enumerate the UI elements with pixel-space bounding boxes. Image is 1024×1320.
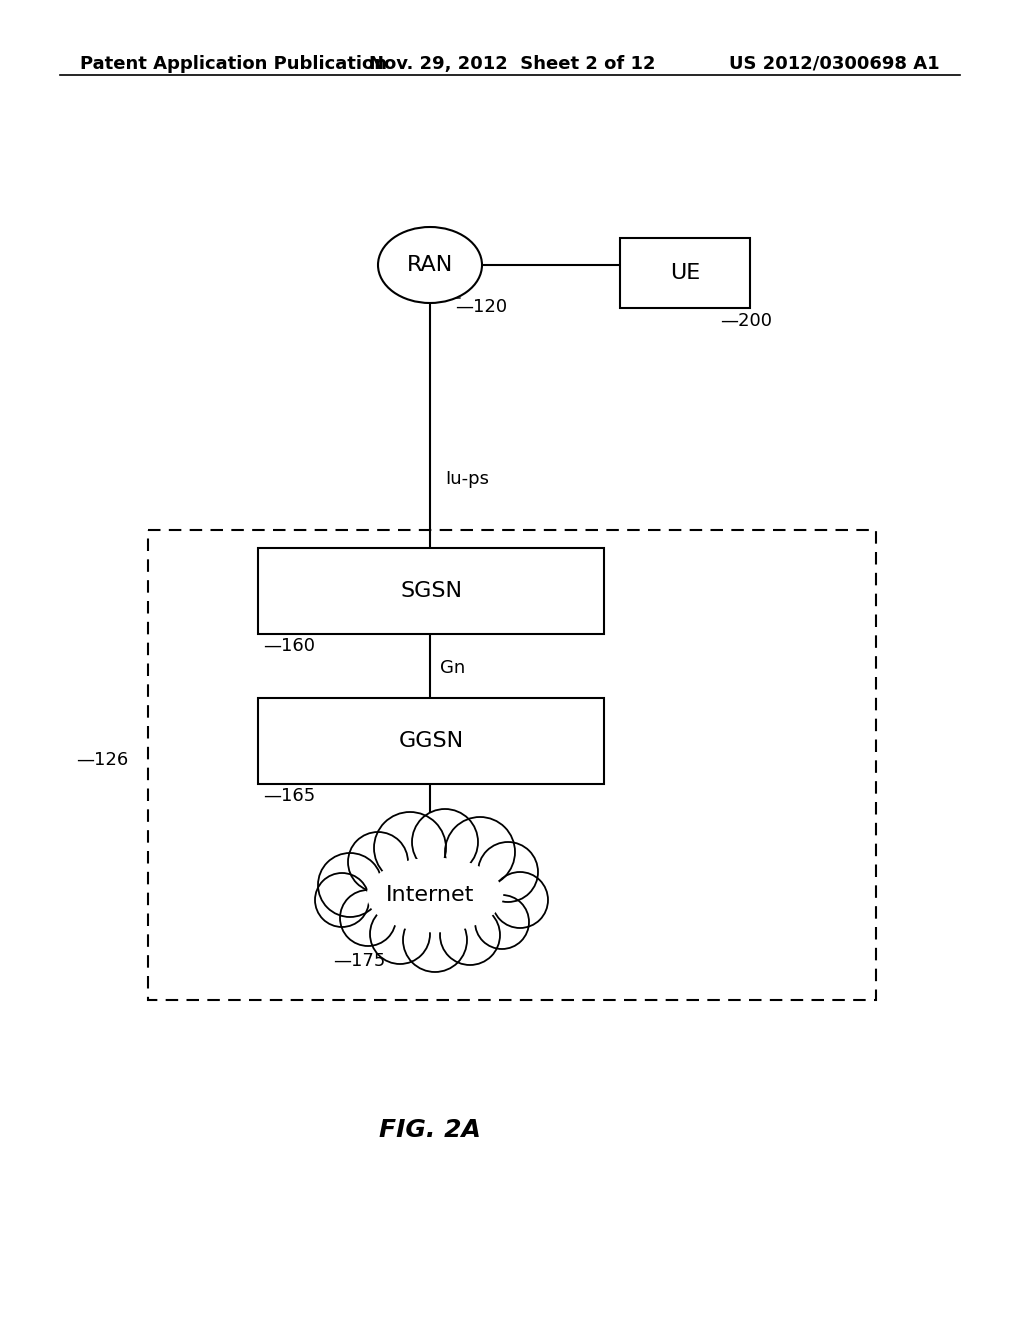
- Text: US 2012/0300698 A1: US 2012/0300698 A1: [729, 55, 940, 73]
- Text: Nov. 29, 2012  Sheet 2 of 12: Nov. 29, 2012 Sheet 2 of 12: [369, 55, 655, 73]
- Circle shape: [478, 842, 538, 902]
- Text: Gn: Gn: [440, 659, 465, 677]
- Text: Internet: Internet: [386, 884, 474, 906]
- Bar: [620, 238, 750, 308]
- Text: SGSN: SGSN: [400, 581, 462, 601]
- Bar: [148, 531, 876, 1001]
- Circle shape: [315, 873, 369, 927]
- Circle shape: [492, 873, 548, 928]
- Bar: [258, 548, 604, 634]
- Ellipse shape: [378, 227, 482, 304]
- Text: GGSN: GGSN: [398, 731, 464, 751]
- Bar: [258, 698, 604, 784]
- Text: —126: —126: [76, 751, 128, 770]
- Circle shape: [475, 895, 529, 949]
- Text: —175: —175: [333, 952, 385, 970]
- Text: —165: —165: [263, 787, 315, 805]
- Text: Iu-ps: Iu-ps: [445, 470, 489, 488]
- Circle shape: [348, 832, 408, 892]
- Circle shape: [445, 817, 515, 887]
- Circle shape: [370, 904, 430, 964]
- Text: FIG. 2A: FIG. 2A: [379, 1118, 481, 1142]
- Circle shape: [440, 906, 500, 965]
- Text: —120: —120: [455, 298, 507, 315]
- Text: Patent Application Publication: Patent Application Publication: [80, 55, 387, 73]
- Ellipse shape: [367, 858, 503, 932]
- Circle shape: [412, 809, 478, 875]
- Text: —200: —200: [720, 312, 772, 330]
- Text: —160: —160: [263, 638, 315, 655]
- Circle shape: [340, 890, 396, 946]
- Circle shape: [318, 853, 382, 917]
- Circle shape: [403, 908, 467, 972]
- Text: UE: UE: [670, 263, 700, 282]
- Text: RAN: RAN: [407, 255, 454, 275]
- Circle shape: [374, 812, 446, 884]
- Ellipse shape: [346, 842, 514, 937]
